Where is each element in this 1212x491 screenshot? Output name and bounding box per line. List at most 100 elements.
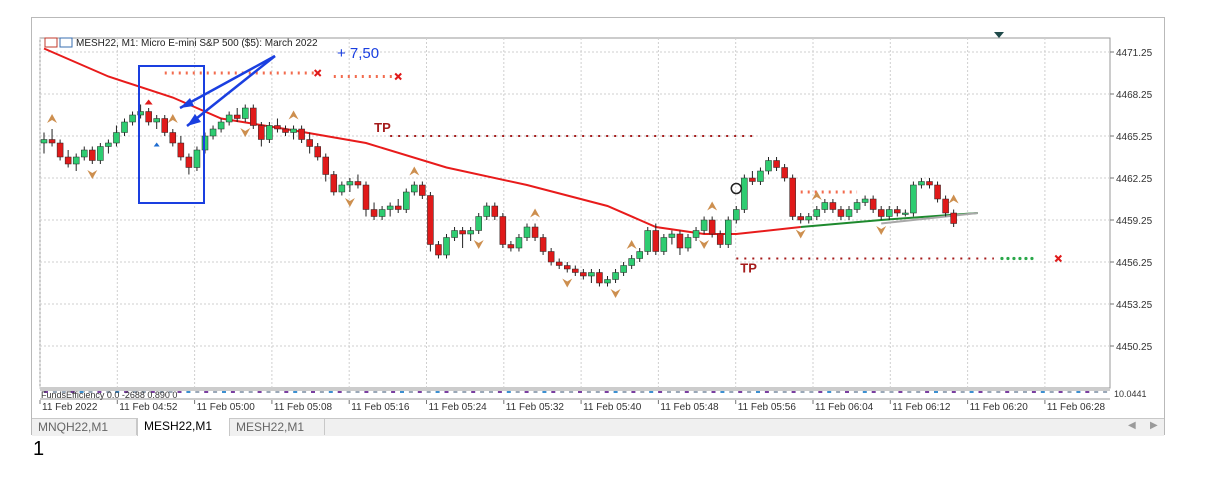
indicator-bar: [773, 391, 778, 393]
fractal-up-arrow: [948, 194, 959, 204]
candle-body: [861, 198, 869, 203]
indicator-bar: [364, 391, 369, 393]
candle-body: [692, 230, 700, 238]
candle-body: [298, 128, 305, 140]
candle-body: [934, 184, 941, 200]
candle-body: [515, 237, 523, 249]
indicator-bar: [1031, 391, 1036, 393]
candle-body: [869, 198, 877, 210]
candle-body: [314, 146, 321, 158]
tab-mesh22-active[interactable]: MESH22,M1: [137, 418, 230, 436]
indicator-bar: [675, 391, 680, 393]
indicator-bar: [551, 391, 556, 393]
candle-body: [821, 202, 829, 210]
candle-body: [789, 177, 796, 217]
indicator-bar: [168, 391, 173, 393]
fractal-up-arrow: [707, 201, 718, 211]
candle-body: [330, 174, 338, 193]
candle-body: [781, 167, 788, 179]
x-tick-label: 11 Feb 06:04: [815, 402, 874, 413]
candle-body: [129, 114, 136, 123]
candle-body: [926, 181, 933, 186]
candle-body: [853, 202, 861, 210]
indicator-bar: [213, 391, 218, 393]
indicator-bar: [506, 391, 511, 393]
candle-body: [64, 156, 72, 165]
indicator-bar: [782, 391, 787, 393]
indicator-bar: [159, 391, 164, 393]
chart-window: TP TP 4471.25 4468.25 4465.25 4462.25 4459.25…: [31, 17, 1165, 436]
indicator-bar: [871, 391, 876, 393]
indicator-bar: [346, 391, 351, 393]
x-tick-label: 11 Feb 06:28: [1047, 402, 1106, 413]
candle-body: [105, 142, 112, 147]
fractal-up-arrow: [530, 208, 541, 218]
candle-body: [354, 181, 362, 186]
indicator-bar: [942, 391, 947, 393]
indicator-bar: [1076, 391, 1081, 393]
indicator-bar: [1040, 391, 1045, 393]
candle-body: [765, 160, 772, 172]
candle-body: [547, 251, 555, 263]
indicator-bar: [791, 391, 796, 393]
indicator-bar: [337, 391, 342, 393]
moving-average-line: [43, 47, 801, 235]
indicator-bar: [480, 391, 485, 393]
indicator-bar: [489, 391, 493, 393]
indicator-bar: [400, 391, 404, 393]
candle-body: [668, 233, 676, 238]
indicator-bar: [230, 391, 235, 393]
candle-body: [483, 205, 490, 217]
candle-body: [773, 160, 780, 168]
fractal-up-arrow: [288, 110, 299, 120]
candle-body: [282, 128, 289, 133]
indicator-bar: [1094, 391, 1099, 393]
indicator-bar: [916, 391, 921, 393]
shift-marker-icon[interactable]: [994, 32, 1004, 38]
exit-marker: [313, 69, 322, 77]
fractal-down-arrow: [876, 226, 887, 235]
candle-body: [588, 272, 595, 277]
candle-body: [169, 132, 177, 144]
scroll-right-icon[interactable]: ▶: [1150, 420, 1158, 431]
candle-body: [81, 149, 88, 158]
fractal-down-arrow: [795, 229, 806, 239]
indicator-bar: [70, 391, 75, 393]
scroll-left-icon[interactable]: ◀: [1128, 420, 1136, 431]
candle-body: [258, 125, 265, 140]
price-chart[interactable]: TP TP 4471.25 4468.25 4465.25 4462.25 4459.25…: [32, 18, 1164, 418]
tab-mnqh22[interactable]: MNQH22,M1: [32, 419, 137, 435]
candle-body: [378, 209, 386, 217]
candle-body: [113, 132, 120, 144]
fractal-up-arrow: [47, 114, 58, 123]
fractal-down-arrow: [240, 128, 251, 137]
green-dot: [1030, 256, 1034, 261]
x-tick-label: 11 Feb 05:48: [660, 402, 719, 413]
fractal-up-arrow: [626, 240, 637, 249]
indicator-bar: [960, 391, 965, 393]
indicator-bar: [204, 391, 209, 393]
candle-body: [217, 121, 225, 130]
tab-mesh22[interactable]: MESH22,M1: [230, 419, 325, 435]
indicator-bar: [52, 391, 57, 393]
candle-body: [233, 114, 241, 119]
sell-signal-icon: [144, 99, 153, 105]
indicator-bar: [319, 391, 324, 393]
candle-body: [950, 212, 957, 224]
indicator-bar: [462, 391, 467, 393]
candle-body: [161, 118, 168, 133]
candle-body: [435, 244, 442, 256]
candle-body: [894, 209, 901, 214]
y-tick-label: 4468.25: [1116, 90, 1153, 101]
candle-body: [749, 177, 756, 182]
candle-body: [813, 209, 821, 217]
green-dot: [1018, 256, 1022, 261]
x-tick-label: 11 Feb 2022: [42, 402, 98, 413]
candle-body: [48, 139, 56, 144]
candle-body: [40, 139, 48, 144]
indicator-bar: [658, 391, 663, 393]
tp-label: TP: [740, 261, 757, 276]
indicator-bar: [257, 391, 262, 393]
candle-body: [362, 184, 370, 210]
candle-body: [708, 219, 716, 235]
